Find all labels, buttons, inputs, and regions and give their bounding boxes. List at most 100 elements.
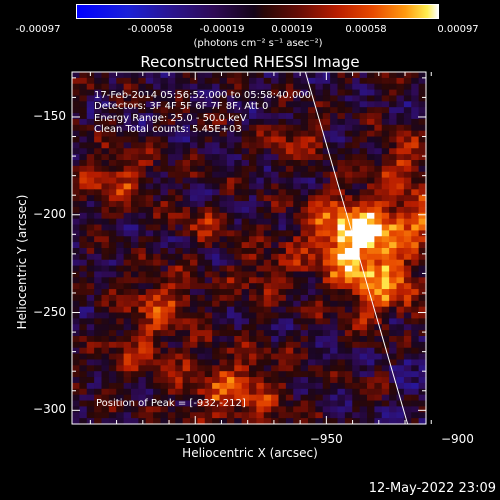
heatmap-cell <box>138 400 147 407</box>
heatmap-cell <box>108 95 117 102</box>
heatmap-cell <box>278 101 287 108</box>
heatmap-cell <box>418 95 427 102</box>
heatmap-cell <box>212 324 221 331</box>
heatmap-cell <box>204 336 213 343</box>
heatmap-cell <box>86 353 95 361</box>
heatmap-cell <box>219 277 228 284</box>
heatmap-cell <box>197 113 206 120</box>
heatmap-cell <box>212 253 221 261</box>
heatmap-cell <box>308 236 316 243</box>
heatmap-cell <box>389 418 398 425</box>
heatmap-cell <box>72 195 80 202</box>
heatmap-cell <box>226 130 235 138</box>
heatmap-cell <box>116 400 125 407</box>
heatmap-cell <box>175 107 184 114</box>
heatmap-cell <box>234 400 243 407</box>
heatmap-cell <box>234 359 243 366</box>
heatmap-cell <box>226 136 235 143</box>
heatmap-cell <box>411 277 420 284</box>
heatmap-cell <box>212 271 221 278</box>
heatmap-cell <box>197 136 206 143</box>
x-tick-label: −1000 <box>174 432 216 446</box>
heatmap-cell <box>204 124 213 132</box>
heatmap-cell <box>285 83 294 91</box>
heatmap-cell <box>86 118 95 126</box>
heatmap-cell <box>182 118 191 126</box>
heatmap-cell <box>123 388 132 396</box>
heatmap-cell <box>381 206 390 214</box>
heatmap-cell <box>322 347 331 355</box>
heatmap-cell <box>315 136 324 143</box>
heatmap-cell <box>101 201 110 208</box>
heatmap-cell <box>197 212 206 220</box>
heatmap-cell <box>123 130 132 138</box>
heatmap-cell <box>241 183 250 190</box>
heatmap-cell <box>175 165 184 173</box>
heatmap-cell <box>308 283 316 290</box>
heatmap-cell <box>322 259 331 267</box>
heatmap-cell <box>226 336 235 343</box>
heatmap-cell <box>108 377 117 384</box>
heatmap-cell <box>359 154 368 161</box>
heatmap-cell <box>131 324 139 331</box>
heatmap-cell <box>79 371 88 378</box>
heatmap-cell <box>322 365 331 372</box>
heatmap-cell <box>403 353 412 361</box>
heatmap-cell <box>337 418 346 425</box>
heatmap-cell <box>359 230 368 237</box>
heatmap-cell <box>190 165 198 173</box>
heatmap-cell <box>359 400 368 407</box>
heatmap-cell <box>418 253 427 261</box>
heatmap-cell <box>234 271 243 278</box>
heatmap-cell <box>123 265 132 273</box>
heatmap-cell <box>204 242 213 249</box>
heatmap-cell <box>263 72 272 79</box>
heatmap-cell <box>249 289 257 296</box>
heatmap-cell <box>411 353 420 361</box>
heatmap-cell <box>219 142 228 149</box>
heatmap-cell <box>411 259 420 267</box>
heatmap-cell <box>374 412 383 419</box>
heatmap-cell <box>131 400 139 407</box>
heatmap-cell <box>153 183 162 190</box>
heatmap-cell <box>182 394 191 402</box>
heatmap-cell <box>138 283 147 290</box>
heatmap-cell <box>234 183 243 190</box>
heatmap-cell <box>337 248 346 255</box>
heatmap-cell <box>374 259 383 267</box>
heatmap-cell <box>381 382 390 390</box>
heatmap-cell <box>271 277 280 284</box>
heatmap-cell <box>116 336 125 343</box>
heatmap-cell <box>79 382 88 390</box>
heatmap-cell <box>418 212 427 220</box>
heatmap-cell <box>344 248 353 255</box>
heatmap-cell <box>322 330 331 337</box>
heatmap-cell <box>160 230 169 237</box>
heatmap-cell <box>263 347 272 355</box>
heatmap-cell <box>197 171 206 179</box>
heatmap-cell <box>344 201 353 208</box>
heatmap-cell <box>72 124 80 132</box>
heatmap-cell <box>197 224 206 231</box>
heatmap-cell <box>204 400 213 407</box>
heatmap-cell <box>344 206 353 214</box>
heatmap-cell <box>278 118 287 126</box>
heatmap-cell <box>374 330 383 337</box>
heatmap-cell <box>131 107 139 114</box>
heatmap-cell <box>241 201 250 208</box>
heatmap-cell <box>72 312 80 319</box>
heatmap-cell <box>241 330 250 337</box>
heatmap-cell <box>212 189 221 196</box>
heatmap-cell <box>212 365 221 372</box>
heatmap-cell <box>212 388 221 396</box>
heatmap-cell <box>153 77 162 85</box>
heatmap-cell <box>322 201 331 208</box>
heatmap-cell <box>167 388 176 396</box>
heatmap-cell <box>322 400 331 407</box>
heatmap-cell <box>219 212 228 220</box>
heatmap-cell <box>278 265 287 273</box>
heatmap-cell <box>381 253 390 261</box>
heatmap-cell <box>315 271 324 278</box>
heatmap-cell <box>263 306 272 314</box>
heatmap-cell <box>123 330 132 337</box>
